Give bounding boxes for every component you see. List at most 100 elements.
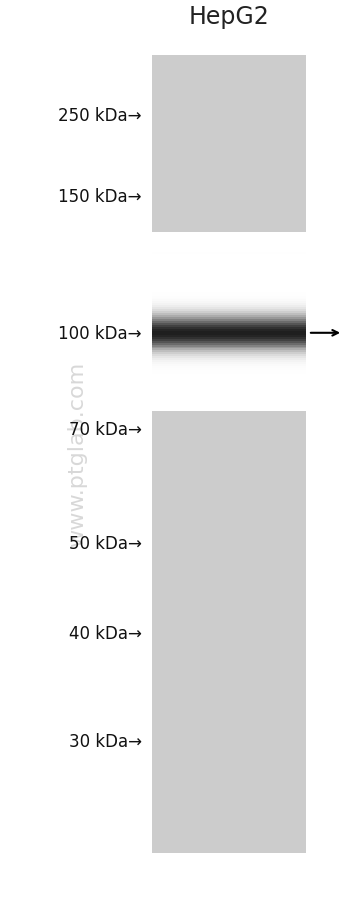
Bar bbox=[152, 371, 306, 373]
Bar bbox=[152, 248, 306, 251]
Bar bbox=[152, 331, 306, 334]
Bar bbox=[152, 275, 306, 278]
Bar bbox=[152, 307, 306, 308]
Bar bbox=[152, 379, 306, 381]
Bar bbox=[152, 402, 306, 404]
Bar bbox=[152, 269, 306, 271]
Bar bbox=[152, 373, 306, 374]
Bar bbox=[152, 287, 306, 289]
Bar bbox=[152, 284, 306, 287]
Bar bbox=[152, 264, 306, 266]
Bar bbox=[152, 306, 306, 308]
Bar bbox=[152, 298, 306, 299]
Bar bbox=[152, 344, 306, 345]
Bar bbox=[152, 293, 306, 295]
Bar bbox=[152, 351, 306, 353]
Bar bbox=[152, 339, 306, 341]
Bar bbox=[152, 408, 306, 410]
Bar bbox=[152, 325, 306, 327]
Bar bbox=[152, 334, 306, 336]
Bar bbox=[152, 251, 306, 253]
Text: 30 kDa→: 30 kDa→ bbox=[69, 732, 142, 750]
Bar bbox=[152, 275, 306, 277]
Bar bbox=[152, 361, 306, 363]
Bar bbox=[152, 239, 306, 242]
Text: 70 kDa→: 70 kDa→ bbox=[69, 420, 142, 438]
Bar bbox=[152, 308, 306, 310]
Bar bbox=[152, 404, 306, 406]
Bar bbox=[152, 326, 306, 327]
Bar bbox=[152, 278, 306, 280]
Bar bbox=[152, 374, 306, 376]
Bar bbox=[152, 329, 306, 331]
Text: www.ptglab.com: www.ptglab.com bbox=[67, 362, 87, 547]
Bar bbox=[152, 318, 306, 320]
Bar bbox=[152, 391, 306, 392]
Text: 250 kDa→: 250 kDa→ bbox=[58, 106, 142, 124]
Bar bbox=[152, 284, 306, 287]
Bar bbox=[152, 302, 306, 304]
Bar bbox=[152, 282, 306, 284]
Bar bbox=[152, 246, 306, 248]
Bar bbox=[152, 255, 306, 257]
Bar bbox=[152, 336, 306, 338]
Bar bbox=[152, 322, 306, 325]
Bar bbox=[152, 388, 306, 391]
Bar bbox=[152, 233, 306, 235]
Bar bbox=[152, 304, 306, 307]
Bar bbox=[152, 316, 306, 318]
Bar bbox=[152, 271, 306, 273]
Bar bbox=[152, 281, 306, 282]
Bar bbox=[152, 381, 306, 382]
Bar bbox=[152, 394, 306, 396]
Bar bbox=[152, 308, 306, 311]
Bar bbox=[152, 255, 306, 257]
Bar bbox=[152, 312, 306, 314]
Bar bbox=[152, 269, 306, 271]
Bar bbox=[152, 244, 306, 246]
Bar bbox=[152, 338, 306, 340]
Bar bbox=[152, 386, 306, 388]
Bar bbox=[152, 290, 306, 292]
Bar bbox=[152, 300, 306, 302]
Bar bbox=[152, 359, 306, 361]
Bar bbox=[152, 398, 306, 400]
Bar bbox=[152, 271, 306, 272]
Bar bbox=[152, 292, 306, 294]
Bar bbox=[152, 302, 306, 304]
Bar bbox=[152, 266, 306, 269]
Bar bbox=[152, 355, 306, 357]
Bar bbox=[152, 343, 306, 345]
Bar bbox=[152, 329, 306, 331]
Bar bbox=[152, 287, 306, 289]
Bar bbox=[152, 334, 306, 336]
Bar bbox=[152, 410, 306, 412]
Bar bbox=[152, 235, 306, 237]
Bar bbox=[152, 304, 306, 306]
Bar bbox=[152, 349, 306, 351]
Bar bbox=[152, 318, 306, 319]
Bar bbox=[152, 279, 306, 281]
Bar bbox=[152, 376, 306, 379]
Bar bbox=[152, 320, 306, 322]
Text: 100 kDa→: 100 kDa→ bbox=[58, 325, 142, 343]
Text: 40 kDa→: 40 kDa→ bbox=[69, 624, 142, 642]
Bar bbox=[152, 253, 306, 255]
Bar bbox=[152, 277, 306, 279]
Bar bbox=[152, 310, 306, 312]
Bar bbox=[152, 319, 306, 322]
Bar bbox=[152, 56, 306, 852]
Bar bbox=[152, 340, 306, 343]
Bar bbox=[152, 313, 306, 316]
Bar bbox=[152, 363, 306, 364]
Bar bbox=[152, 347, 306, 349]
Bar bbox=[152, 367, 306, 369]
Bar bbox=[152, 345, 306, 347]
Bar bbox=[152, 357, 306, 359]
Bar bbox=[152, 406, 306, 408]
Bar bbox=[152, 282, 306, 284]
Bar bbox=[152, 341, 306, 344]
Bar bbox=[152, 382, 306, 384]
Bar bbox=[152, 272, 306, 275]
Bar bbox=[152, 262, 306, 265]
